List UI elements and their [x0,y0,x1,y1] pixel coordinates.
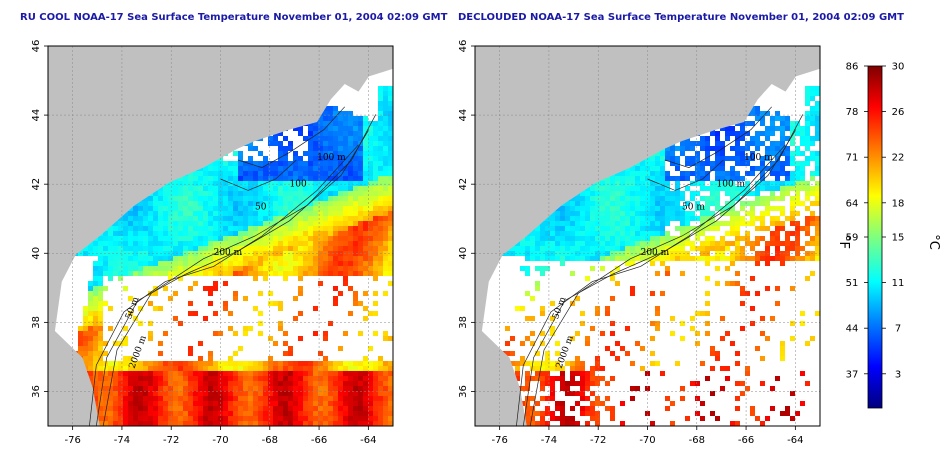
celsius-tick-label: 3 [895,369,901,380]
land-mass [48,46,393,426]
colorbar-gradient [867,65,883,409]
lon-tick-label: -72 [163,435,179,446]
fahrenheit-tick-label: 78 [846,107,859,118]
lat-tick-label: 46 [458,40,469,53]
contour-label: 50 [255,202,267,212]
lat-tick-label: 38 [31,316,42,329]
lon-tick-label: -66 [311,435,327,446]
land-mass [475,46,820,426]
lat-tick-label: 44 [31,109,42,122]
fahrenheit-tick-label: 86 [846,62,859,73]
contour-label: 200 m [214,248,243,258]
lat-tick-label: 36 [458,385,469,398]
lon-tick-label: -68 [689,435,705,446]
lon-tick-label: -68 [262,435,278,446]
lat-tick-label: 46 [31,40,42,53]
lon-tick-label: -74 [114,435,130,446]
celsius-tick-label: 7 [895,324,901,335]
lon-tick-label: -66 [738,435,754,446]
temperature-colorbar: 30 86 26 78 22 71 18 64 15 59 11 51 7 44 3 37 °C °F [836,62,941,409]
celsius-tick-label: 26 [892,107,905,118]
lat-tick-label: 44 [458,109,469,122]
lat-tick-label: 42 [458,178,469,191]
contour-label: 100 m [317,153,346,163]
fahrenheit-tick-label: 71 [846,153,859,164]
lon-tick-label: -64 [360,435,376,446]
celsius-unit-label: °C [926,234,941,250]
contour-label: 50 m [682,202,705,212]
bathymetry-contours [516,106,804,426]
fahrenheit-unit-label: °F [836,235,851,249]
fahrenheit-tick-label: 37 [846,369,859,380]
fahrenheit-tick-label: 44 [846,324,859,335]
contour-label: 100 m [717,180,746,190]
lat-tick-label: 40 [458,247,469,260]
fahrenheit-tick-label: 51 [846,278,859,289]
contour-label: 200 m [641,248,670,258]
lat-tick-label: 36 [31,385,42,398]
lon-tick-label: -70 [212,435,228,446]
celsius-tick-label: 22 [892,153,905,164]
lon-tick-label: -64 [787,435,803,446]
lon-tick-label: -72 [590,435,606,446]
lon-tick-label: -76 [64,435,80,446]
celsius-tick-label: 15 [892,233,905,244]
celsius-tick-label: 18 [892,198,905,209]
contour-label: 100 [290,180,307,190]
lat-tick-label: 42 [31,178,42,191]
lon-tick-label: -70 [639,435,655,446]
fahrenheit-tick-label: 59 [846,233,859,244]
celsius-tick-label: 11 [892,278,905,289]
contour-label: 100 m [744,153,773,163]
lon-tick-label: -76 [491,435,507,446]
celsius-tick-label: 30 [892,62,905,73]
left-panel-title: RU COOL NOAA-17 Sea Surface Temperature … [20,12,448,23]
lon-tick-label: -74 [541,435,557,446]
lat-tick-label: 38 [458,316,469,329]
bathymetry-contours [89,106,377,426]
right-panel-title: DECLOUDED NOAA-17 Sea Surface Temperatur… [458,12,904,23]
graticule [475,46,820,426]
graticule [48,46,393,426]
lat-tick-label: 40 [31,247,42,260]
fahrenheit-tick-label: 64 [846,198,859,209]
